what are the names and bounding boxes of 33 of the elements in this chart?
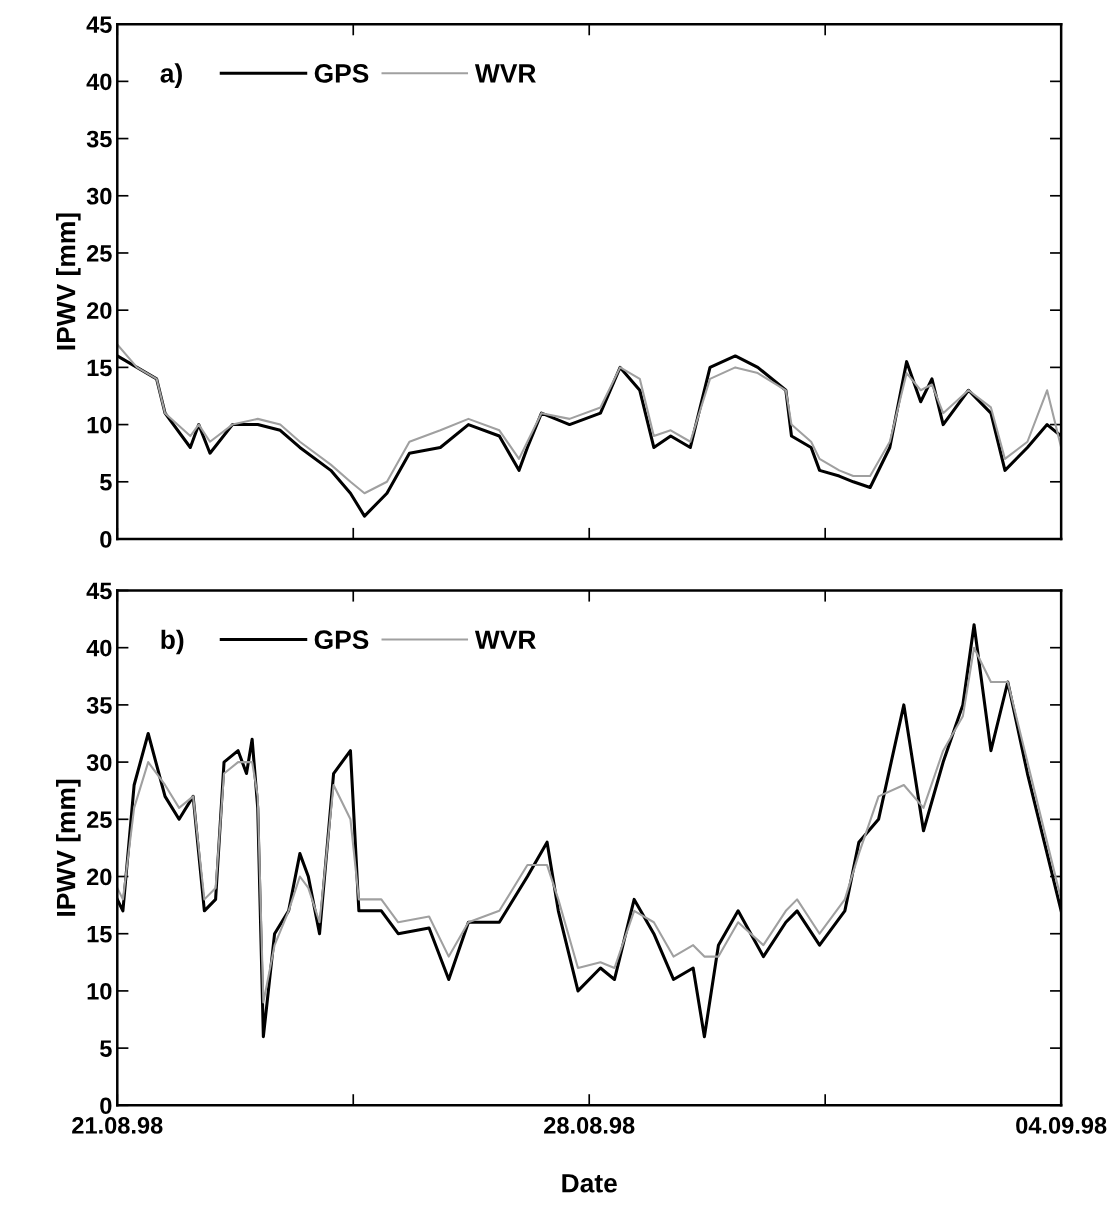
y-tick-label: 45 [86, 16, 112, 33]
x-tick-label: 21.08.98 [72, 1117, 163, 1134]
y-tick-label: 0 [100, 1097, 112, 1115]
y-tick-label: 40 [86, 639, 112, 657]
y-tick-label: 10 [87, 982, 112, 1000]
x-axis-title: Date [562, 1174, 617, 1193]
annotation: a) [160, 63, 182, 88]
y-tick-label: 10 [87, 416, 112, 434]
y-tick-label: 30 [86, 754, 112, 771]
legend-label: GPS [314, 630, 369, 650]
y-tick-label: 15 [87, 359, 112, 377]
y-tick-label: 15 [87, 926, 112, 943]
y-tick-label: 20 [86, 302, 112, 319]
legend-label: GPS [314, 64, 369, 83]
y-axis-title: IPWV [mm] [56, 213, 81, 350]
x-tick-label: 28.08.98 [544, 1117, 635, 1134]
y-tick-label: 5 [100, 1040, 112, 1057]
y-tick-label: 20 [86, 868, 112, 886]
y-tick-label: 35 [86, 696, 112, 714]
y-tick-label: 35 [86, 130, 112, 148]
y-tick-label: 40 [86, 73, 112, 91]
y-tick-label: 5 [100, 474, 112, 491]
x-tick-label: 04.09.98 [1016, 1117, 1107, 1134]
line-series [117, 343, 1062, 495]
legend-label: WVR [474, 64, 536, 83]
y-tick-label: 25 [86, 811, 112, 829]
legend-label: WVR [474, 630, 536, 649]
y-tick-label: 0 [100, 531, 112, 548]
y-tick-label: 25 [86, 245, 112, 262]
y-axis-title: IPWV [mm] [56, 779, 81, 916]
annotation: b) [161, 629, 184, 655]
y-tick-label: 45 [86, 582, 112, 600]
y-tick-label: 30 [86, 187, 112, 205]
